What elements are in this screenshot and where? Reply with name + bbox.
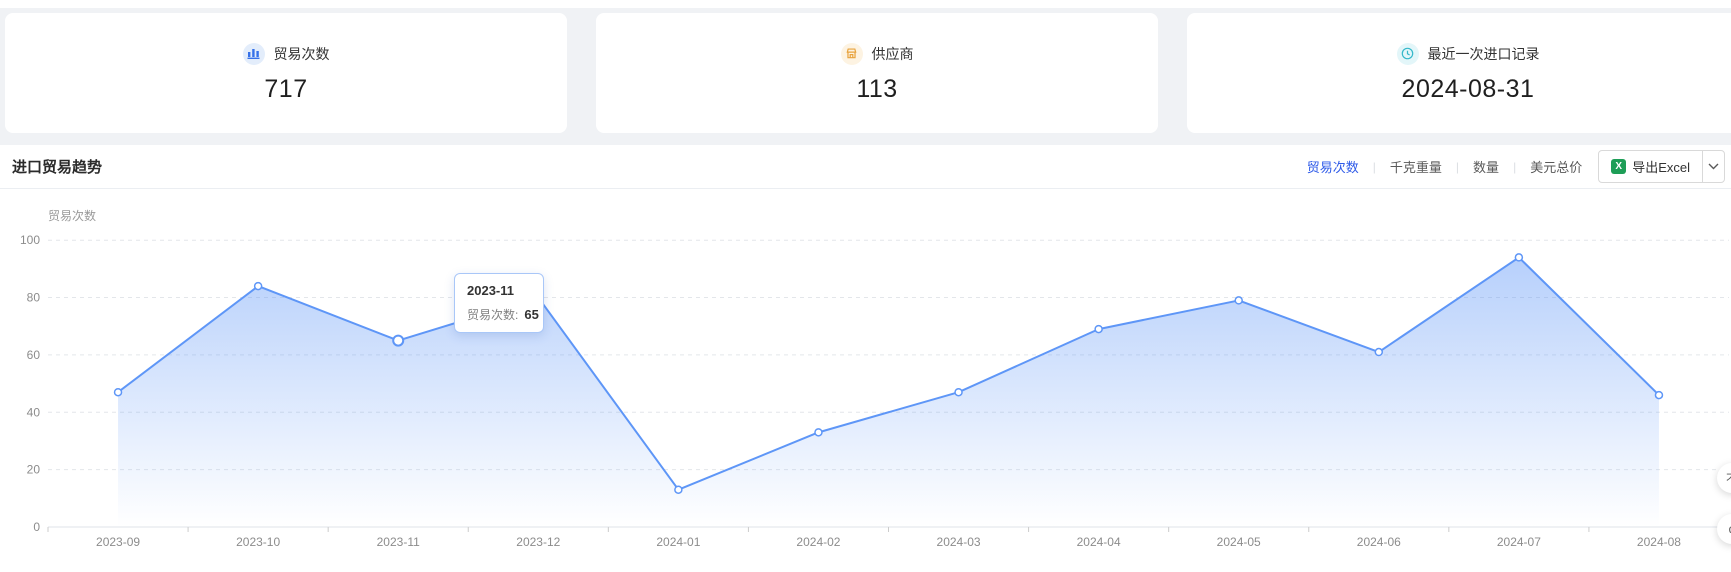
data-point[interactable]	[253, 281, 263, 291]
data-point[interactable]	[1234, 296, 1243, 305]
tab-separator: |	[1513, 159, 1517, 174]
x-tick-label: 2024-06	[1357, 535, 1401, 549]
card-last-import: 最近一次进口记录 2024-08-31	[1187, 13, 1731, 133]
y-axis-name: 贸易次数	[48, 208, 96, 223]
tooltip-value: 65	[524, 307, 539, 322]
export-excel-label: 导出Excel	[1632, 160, 1690, 175]
tab-trade-count[interactable]: 贸易次数	[1306, 160, 1359, 175]
y-tick-label: 20	[27, 463, 41, 477]
data-point[interactable]	[954, 387, 963, 397]
floating-widget-bottom[interactable]: d	[1717, 514, 1731, 544]
floating-widget-glyph: d	[1729, 522, 1731, 536]
y-tick-label: 0	[33, 520, 40, 534]
card-value: 113	[856, 74, 898, 103]
data-point-hovered[interactable]	[392, 334, 405, 347]
tab-separator: |	[1455, 159, 1460, 174]
panel-title: 进口贸易趋势	[12, 159, 103, 176]
tab-kg-weight[interactable]: 千克重量	[1389, 160, 1442, 175]
x-tick-label: 2023-09	[96, 535, 140, 549]
bar-chart-icon	[242, 42, 265, 65]
x-tick-label: 2024-04	[1077, 535, 1121, 549]
card-suppliers: 供应商 113	[596, 13, 1158, 133]
card-trade-count: 贸易次数 717	[5, 13, 567, 133]
x-tick-label: 2024-07	[1497, 535, 1541, 549]
trend-chart-area: 0 20 40 60 80 100 贸易次数 2023-09 2023-10 2023-11 202…	[0, 189, 1731, 572]
tab-quantity[interactable]: 数量	[1473, 160, 1500, 175]
y-tick-label: 60	[27, 348, 41, 362]
floating-widget-top[interactable]: 不	[1717, 463, 1731, 493]
data-point[interactable]	[674, 485, 683, 494]
export-dropdown-button[interactable]	[1702, 151, 1724, 182]
export-excel-button[interactable]: X 导出Excel	[1599, 151, 1702, 182]
card-label: 供应商	[871, 45, 914, 62]
card-value: 717	[264, 74, 308, 103]
tooltip-series-label: 贸易次数:	[467, 308, 519, 322]
x-tick-label: 2024-08	[1637, 535, 1681, 549]
floating-widget-glyph: 不	[1726, 470, 1731, 487]
data-point[interactable]	[1094, 324, 1103, 334]
card-label: 贸易次数	[273, 45, 330, 62]
data-point[interactable]	[113, 387, 123, 397]
data-point[interactable]	[814, 428, 823, 437]
x-tick-label: 2024-03	[937, 535, 981, 549]
metric-tabs: 贸易次数 | 千克重量 | 数量 | 美元总价	[1305, 157, 1584, 176]
browser-top-strip	[0, 0, 1731, 8]
x-tick-label: 2024-01	[656, 535, 700, 549]
data-point[interactable]	[1514, 253, 1524, 262]
panel-header: 进口贸易趋势 贸易次数 | 千克重量 | 数量 | 美元总价 X 导出Excel	[0, 145, 1731, 189]
y-tick-label: 40	[27, 405, 41, 419]
x-tick-label: 2024-02	[796, 535, 840, 549]
x-tick-label: 2023-11	[377, 535, 420, 549]
card-label: 最近一次进口记录	[1427, 45, 1540, 62]
y-tick-label: 100	[20, 233, 40, 247]
tooltip-date: 2023-11	[467, 283, 514, 298]
excel-icon: X	[1611, 159, 1627, 174]
import-trend-panel: 进口贸易趋势 贸易次数 | 千克重量 | 数量 | 美元总价 X 导出Excel	[0, 145, 1731, 572]
stat-cards-row: 贸易次数 717 供应商 113 最近一次进口记录 2024-08-31	[5, 13, 1731, 133]
x-tick-label: 2023-10	[236, 535, 280, 549]
card-value: 2024-08-31	[1401, 74, 1535, 103]
supplier-icon	[840, 42, 863, 65]
tab-separator: |	[1372, 159, 1376, 174]
y-tick-label: 80	[27, 291, 41, 305]
chevron-down-icon	[1708, 163, 1719, 170]
trend-line	[117, 256, 1660, 491]
x-tick-label: 2024-05	[1217, 535, 1261, 549]
clock-icon	[1396, 42, 1419, 65]
chart-tooltip: 2023-11 贸易次数: 65	[454, 273, 544, 333]
data-point[interactable]	[1654, 390, 1664, 400]
data-point[interactable]	[1374, 347, 1384, 357]
tab-usd-total[interactable]: 美元总价	[1530, 160, 1583, 175]
x-tick-label: 2023-12	[516, 535, 560, 549]
export-button-group: X 导出Excel	[1598, 150, 1725, 183]
